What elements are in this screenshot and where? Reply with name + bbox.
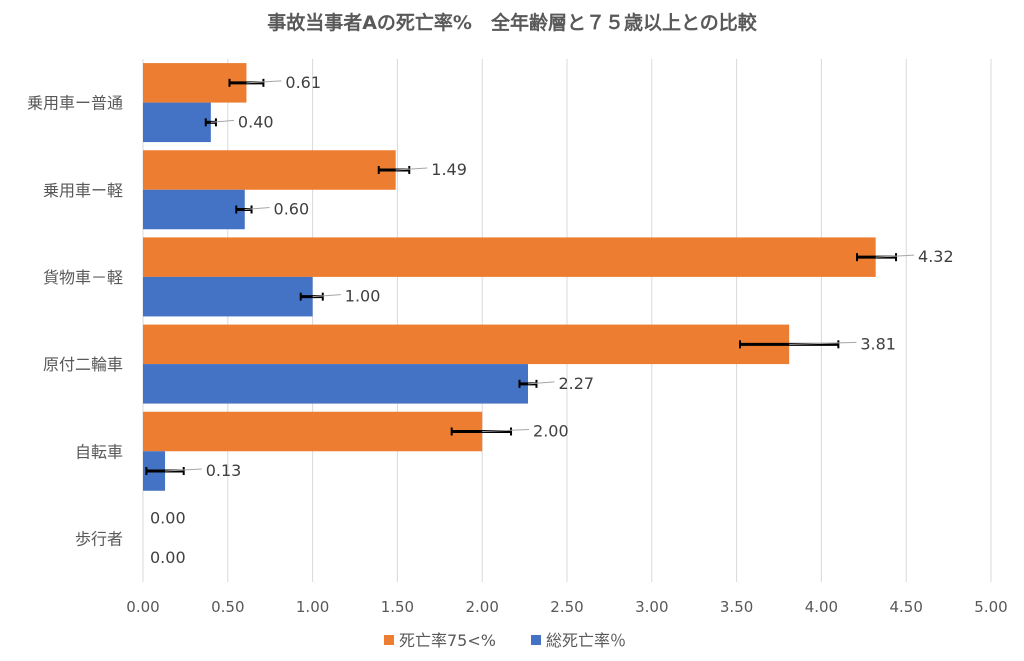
x-tick-label: 3.50: [720, 598, 753, 616]
x-tick-label: 4.00: [805, 598, 838, 616]
leader-line: [527, 381, 555, 385]
leader-line: [789, 341, 857, 345]
leader-line: [246, 80, 282, 84]
data-label: 0.00: [150, 548, 186, 567]
x-tick-label: 4.50: [889, 598, 922, 616]
data-label: 0.61: [285, 73, 321, 92]
bar-75plus: [143, 237, 876, 277]
bar-75plus: [143, 411, 483, 452]
x-tick-label: 3.00: [635, 598, 668, 616]
data-label: 2.27: [558, 374, 594, 393]
leader-line: [875, 254, 915, 258]
data-label: 1.49: [431, 160, 467, 179]
data-label: 2.00: [533, 422, 569, 441]
leader-line: [395, 167, 428, 171]
x-tick-label: 1.50: [381, 598, 414, 616]
leader-line: [312, 294, 341, 298]
y-tick-label: 歩行者: [75, 529, 123, 548]
x-tick-label: 0.00: [126, 598, 159, 616]
legend-swatch: [384, 635, 394, 645]
bar-total: [143, 276, 313, 317]
bar-total: [143, 364, 528, 404]
x-tick-label: 2.50: [550, 598, 583, 616]
legend-label: 死亡率75<%: [399, 631, 496, 650]
legend-label: 総死亡率％: [546, 631, 626, 650]
data-label: 3.81: [860, 334, 896, 353]
y-tick-label: 乗用車ー軽: [43, 181, 123, 200]
y-tick-label: 乗用車ー普通: [27, 94, 123, 113]
leader-line: [244, 207, 270, 210]
data-label: 0.60: [274, 200, 310, 219]
legend-swatch: [531, 635, 541, 645]
leader-line: [210, 119, 234, 123]
x-tick-label: 0.50: [211, 598, 244, 616]
y-tick-label: 貨物車－軽: [43, 268, 123, 287]
data-label: 0.40: [238, 112, 274, 131]
bar-total: [143, 102, 211, 143]
data-label: 4.32: [918, 247, 954, 266]
data-label: 0.00: [150, 509, 186, 528]
data-label: 1.00: [345, 287, 381, 306]
x-tick-label: 1.00: [296, 598, 329, 616]
leader-line: [482, 429, 530, 432]
chart-title: 事故当事者Aの死亡率% 全年齢層と７５歳以上との比較: [267, 11, 758, 34]
bar-75plus: [143, 150, 396, 190]
bar-total: [143, 189, 245, 230]
leader-line: [165, 468, 202, 472]
x-tick-label: 5.00: [974, 598, 1007, 616]
y-tick-label: 原付二輪車: [43, 355, 123, 374]
bar-75plus: [143, 324, 790, 365]
y-tick-label: 自転車: [75, 442, 123, 461]
data-label: 0.13: [206, 461, 242, 480]
x-tick-label: 2.00: [465, 598, 498, 616]
